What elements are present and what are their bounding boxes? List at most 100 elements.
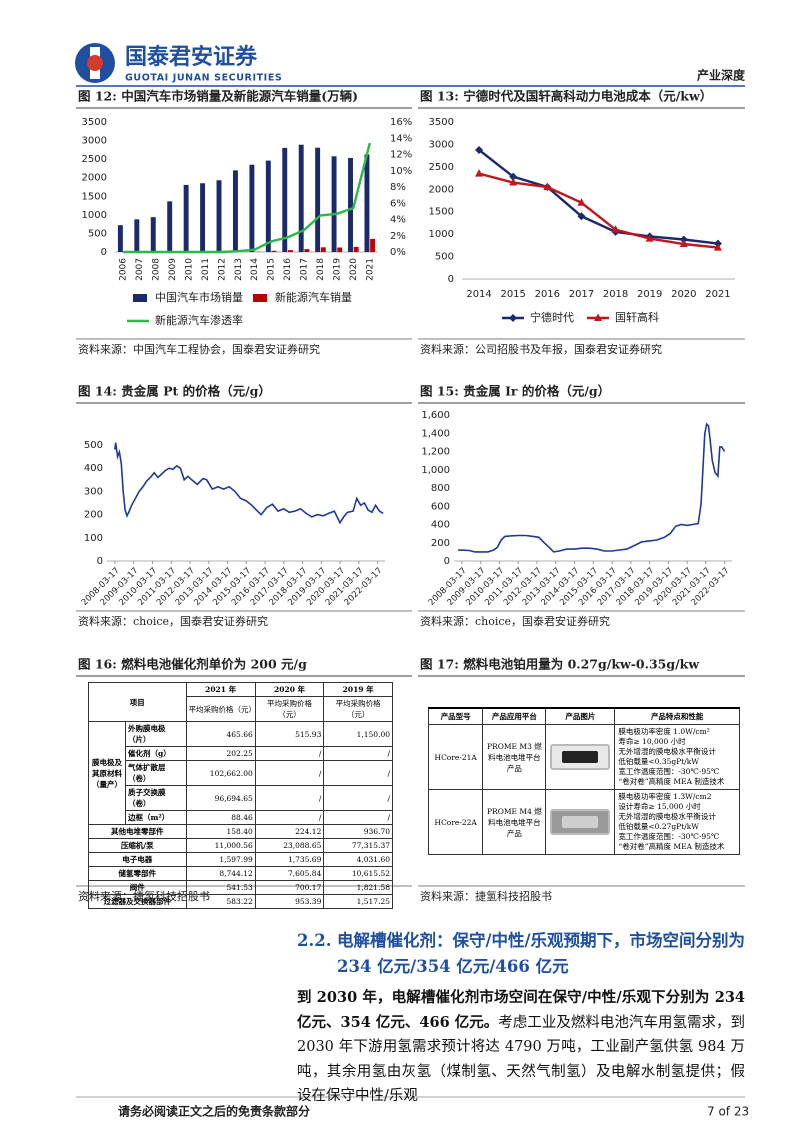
- value-cell: 96,694.65: [185, 785, 256, 811]
- item-cell: 外购膜电极（片）: [125, 721, 187, 747]
- subheader-cell: 平均采购价格（元）: [185, 696, 256, 722]
- item-cell: 电子电器: [88, 852, 187, 867]
- y-tick-label: 3500: [82, 117, 107, 128]
- y-tick-label: 1000: [82, 210, 107, 221]
- bar: [298, 144, 304, 252]
- source: 资料来源：choice，国泰君安证券研究: [420, 614, 610, 628]
- value-cell: 936.70: [323, 824, 393, 839]
- product-image-window: [562, 816, 599, 828]
- bar: [337, 247, 343, 252]
- legend-label: 新能源汽车销量: [275, 290, 352, 304]
- legend-swatch: [133, 294, 147, 302]
- legend-label: 国轩高科: [615, 310, 659, 324]
- y2-tick-label: 10%: [390, 166, 412, 177]
- x-tick-label: 2017: [569, 289, 594, 300]
- group-cell: 膜电极及其原材料（量产）: [88, 721, 126, 825]
- table-17: 产品型号 产品应用平台 产品图片 产品特点和性能 HCore-21A PROME M3 燃…: [427, 707, 740, 855]
- header-cell: 2019 年: [323, 682, 393, 697]
- x-tick-label: 2010: [184, 258, 194, 281]
- product-image: [550, 744, 611, 770]
- x-tick-label: 2013: [234, 258, 244, 281]
- marker: [509, 314, 517, 322]
- table-row: 压缩机/泵 11,000.56 23,088.65 77,315.37: [88, 838, 393, 853]
- item-cell: 储氢零部件: [88, 866, 187, 881]
- table: 项目 2021 年 2020 年 2019 年平均采购价格（元） 平均采购价格（元） 平均…: [88, 682, 393, 909]
- x-tick-label: 2015: [267, 258, 277, 281]
- y-tick-label: 0: [448, 274, 454, 285]
- legend-label: 宁德时代: [530, 310, 574, 324]
- bar: [183, 184, 189, 252]
- subheader-cell: 平均采购价格（元）: [254, 696, 325, 722]
- table-row: 过滤器及交换器部件 583.22 953.39 1,517.25: [88, 894, 393, 909]
- table-row: 其他电堆零部件 158.40 224.12 936.70: [88, 824, 393, 839]
- header-row: 平均采购价格（元） 平均采购价格（元） 平均采购价格（元）: [89, 696, 393, 722]
- y-tick-label: 1000: [429, 229, 454, 240]
- marker: [594, 313, 602, 321]
- y-tick-label: 100: [84, 533, 103, 544]
- value-cell: 77,315.37: [323, 838, 393, 853]
- y2-tick-label: 4%: [390, 215, 406, 226]
- y-tick-label: 300: [84, 486, 103, 497]
- bar: [249, 164, 255, 252]
- legend-label: 中国汽车市场销量: [155, 290, 243, 304]
- bar: [167, 201, 173, 252]
- item-cell: 过滤器及交换器部件: [88, 894, 187, 909]
- bar: [331, 156, 337, 252]
- x-tick-label: 2019: [637, 289, 662, 300]
- x-tick-label: 2019: [332, 258, 342, 281]
- header-cell: 2021 年: [185, 682, 256, 697]
- marker: [509, 178, 518, 186]
- bar: [150, 217, 156, 252]
- x-tick-label: 2016: [283, 258, 293, 281]
- figure-title: 图 15: 贵金属 Ir 的价格（元/g）: [420, 384, 610, 399]
- brand-en: GUOTAI JUNAN SECURITIES: [125, 73, 282, 84]
- feature: 膜电极功率密度 1.0W/cm²: [618, 727, 710, 736]
- header-cell: 产品型号: [427, 707, 484, 725]
- value-cell: 1,150.00: [323, 721, 393, 747]
- y-tick-label: 500: [435, 252, 454, 263]
- value-cell: /: [254, 785, 325, 811]
- y2-tick-label: 14%: [390, 133, 412, 144]
- table-row: 边框（m²） 88.46//: [89, 810, 393, 825]
- value-cell: /: [323, 760, 393, 786]
- x-tick-label: 2008: [152, 258, 162, 281]
- paragraph: 到 2030 年，电解槽催化剂市场空间在保守/中性/乐观下分别为 234 亿元、…: [297, 986, 745, 1109]
- x-tick-label: 2020: [349, 258, 359, 281]
- figure-title: 图 17: 燃料电池铂用量为 0.27g/kw-0.35g/kw: [420, 657, 700, 672]
- x-tick-label: 2011: [201, 258, 211, 281]
- feature: 寿命≥ 10,000 小时: [618, 737, 686, 746]
- value-cell: 1,821.58: [323, 880, 393, 895]
- bar: [315, 147, 321, 252]
- subheader-cell: 平均采购价格（元）: [323, 696, 393, 722]
- table-row: 质子交换膜（卷） 96,694.65//: [89, 785, 393, 811]
- marker: [611, 225, 620, 233]
- x-tick-label: 2018: [603, 289, 628, 300]
- model-cell: HCore-22A: [427, 789, 484, 855]
- source: 资料来源：choice，国泰君安证券研究: [78, 614, 268, 628]
- y-tick-label: 3500: [429, 117, 454, 128]
- value-cell: 4,031.60: [323, 852, 393, 867]
- value-cell: 88.46: [185, 810, 256, 825]
- x-tick-label: 2014: [250, 258, 260, 281]
- source: 资料来源：中国汽车工程协会，国泰君安证券研究: [78, 342, 320, 356]
- value-cell: 541.53: [185, 880, 256, 895]
- header-cell: 产品图片: [545, 707, 616, 725]
- source: 资料来源：捷氢科技招股书: [420, 889, 552, 903]
- platform-cell: PROME M3 燃料电池电堆平台产品: [482, 724, 547, 790]
- header-row: 产品型号 产品应用平台 产品图片 产品特点和性能: [427, 707, 740, 725]
- page-number: 7 of 23: [707, 1105, 749, 1119]
- table-16: 项目 2021 年 2020 年 2019 年平均采购价格（元） 平均采购价格（元） 平均…: [88, 682, 393, 909]
- value-cell: 23,088.65: [254, 838, 325, 853]
- section-title: 电解槽催化剂：保守/中性/乐观预期下，市场空间分别为 234 亿元/354 亿元…: [337, 931, 746, 976]
- x-tick-label: 2012: [217, 258, 227, 281]
- table-row: 气体扩散层（卷） 102,662.00//: [89, 760, 393, 786]
- y-tick-label: 1,000: [421, 465, 450, 476]
- header-cell: 产品特点和性能: [614, 707, 740, 725]
- features-cell: 膜电极功率密度 1.0W/cm² 寿命≥ 10,000 小时 无外增湿的膜电极水平衡…: [614, 724, 740, 790]
- x-tick-label: 2009: [168, 258, 178, 281]
- y-tick-label: 0: [101, 247, 107, 258]
- y-tick-label: 2000: [82, 173, 107, 184]
- header-cell: 产品应用平台: [482, 707, 547, 725]
- figure-title: 图 13: 宁德时代及国轩高科动力电池成本（元/kw）: [420, 89, 712, 104]
